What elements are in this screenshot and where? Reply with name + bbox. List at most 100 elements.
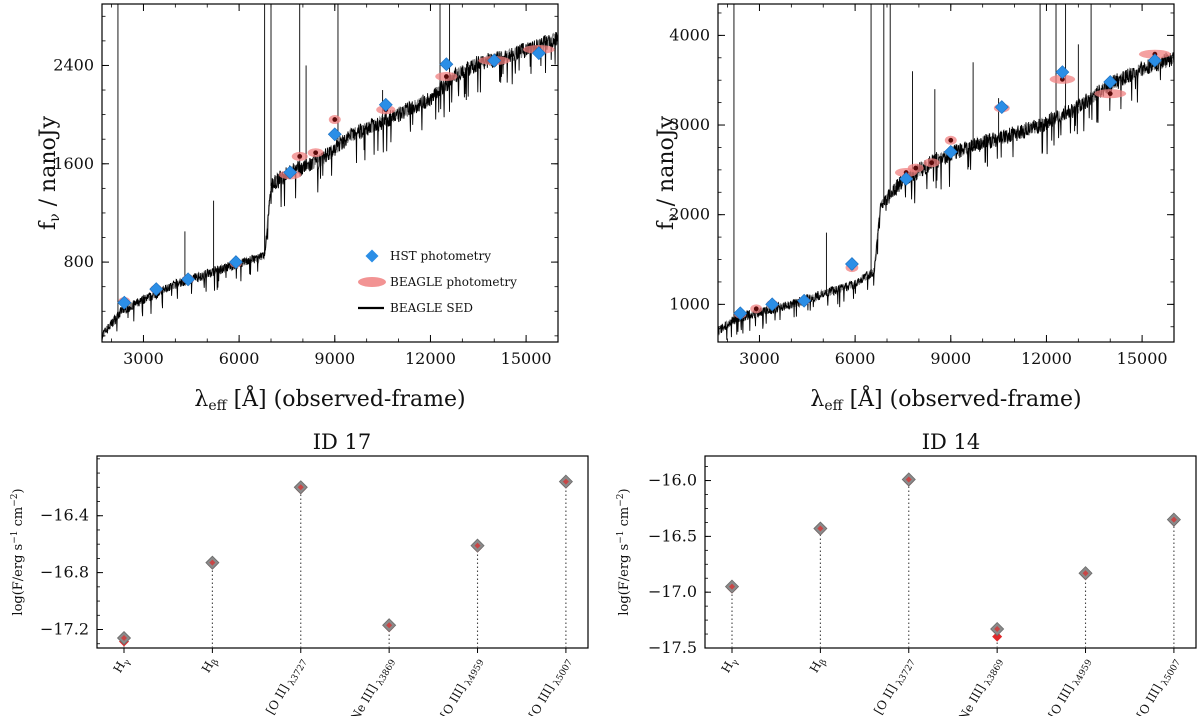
x-category-label-sub: λ3727	[894, 658, 919, 690]
x-category-label: [O III] λ5007	[526, 654, 575, 716]
y-axis-label: fν / nanoJy	[36, 115, 63, 230]
x-tick-label: 15000	[1117, 349, 1168, 368]
x-category-label-sub: γ	[730, 658, 741, 668]
hst-photometry-marker	[283, 165, 298, 180]
y-tick-label: −16.5	[648, 526, 697, 545]
x-axis-label-symbol: λ	[194, 387, 208, 412]
x-category-label: Hγ	[719, 655, 742, 677]
plot-frame	[101, 3, 559, 343]
hst-photometry-marker	[378, 97, 393, 112]
y-axis-label-sup1: −1	[616, 531, 626, 544]
x-tick-label: 3000	[739, 349, 780, 368]
hst-photometry-marker	[1103, 75, 1118, 89]
observed-flux-marker-core	[297, 484, 304, 491]
hst-photometry-marker	[149, 282, 164, 297]
x-tick-label: 12000	[1021, 349, 1072, 368]
y-axis-label-symbol: f	[36, 220, 61, 230]
x-category-label: [O III] λ5007	[1134, 654, 1183, 716]
x-tick-label: 6000	[835, 349, 876, 368]
x-category-label-sub: β	[818, 658, 829, 668]
y-axis-label-mid: cm	[11, 507, 26, 531]
x-axis-label-symbol: λ	[810, 387, 824, 412]
y-tick-label: −17.0	[648, 582, 697, 601]
x-axis-label: λeff [Å] (observed-frame)	[194, 384, 465, 414]
x-category-label-sub: γ	[122, 658, 133, 668]
y-tick-label: 3000	[669, 115, 710, 134]
hst-photometry-marker	[994, 100, 1009, 115]
x-axis-label: λeff [Å] (observed-frame)	[810, 384, 1081, 414]
y-tick-label: −17.2	[40, 620, 89, 639]
y-axis-label-sup2: −2	[616, 493, 626, 506]
sed-line	[102, 31, 558, 341]
hst-photometry-marker	[1055, 65, 1070, 80]
y-tick-label: 4000	[669, 25, 710, 44]
observed-flux-marker-core	[209, 559, 216, 566]
plot-frame	[704, 455, 1197, 649]
x-tick-label: 15000	[501, 349, 552, 368]
panel-title: ID 17	[313, 430, 372, 454]
sed-envelope-line	[102, 32, 558, 338]
hst-photometry-marker	[733, 306, 748, 321]
x-category-label: Hγ	[111, 655, 134, 677]
hst-photometry-marker	[487, 53, 502, 68]
x-category-label: [O II] λ3727	[871, 654, 918, 716]
x-category-label-sub: λ5007	[1159, 658, 1184, 690]
y-axis-label-main: log(F/erg s	[617, 544, 632, 616]
y-tick-label: 1600	[53, 154, 94, 173]
x-category-label: [O II] λ3727	[263, 654, 310, 716]
y-tick-label: 1000	[669, 294, 710, 313]
beagle-photometry-center	[297, 154, 303, 159]
plot-frame	[96, 455, 589, 649]
y-axis-label-tail: / nanoJy	[36, 115, 61, 213]
x-category-label: Hβ	[199, 655, 222, 677]
x-tick-label: 9000	[314, 349, 355, 368]
sed-panel-2: 3000 6000 9000 12000 15000 1000 2000 3000 4000 λe…	[654, 3, 1175, 414]
y-axis-label-main: log(F/erg s	[11, 544, 26, 616]
y-tick-label: 2000	[669, 205, 710, 224]
beagle-photometry-center	[332, 117, 338, 122]
hst-photometry-marker	[327, 127, 342, 142]
y-tick-label: 800	[63, 252, 94, 271]
beagle-photometry-center	[443, 74, 449, 79]
x-category-label-sub: λ4959	[1070, 658, 1095, 690]
observed-flux-marker-core	[121, 635, 128, 642]
y-axis-label-subscript: ν	[47, 213, 63, 222]
y-tick-label: −16.8	[40, 563, 89, 582]
x-axis-label-subscript: eff	[824, 398, 843, 414]
beagle-photometry-center	[948, 137, 954, 143]
hst-photometry-marker	[797, 293, 812, 308]
y-axis-label-mid: cm	[617, 507, 632, 531]
y-tick-label: −16.4	[40, 506, 89, 525]
observed-flux-marker-core	[817, 525, 824, 532]
hst-photometry-marker	[531, 46, 546, 61]
legend-sed-label: BEAGLE SED	[390, 301, 473, 315]
hst-photometry-marker	[229, 255, 243, 270]
beagle-photometry-center	[313, 150, 319, 156]
x-axis-label-tail: [Å] (observed-frame)	[227, 384, 466, 412]
x-category-label-sub: λ4959	[462, 658, 487, 690]
emission-panel-1: ID 17 −17.2 −16.8 −16.4 log(F/erg s−1 cm−2) H…	[10, 430, 589, 716]
beagle-photometry-center	[913, 165, 919, 171]
x-axis-label-subscript: eff	[208, 398, 227, 414]
x-tick-label: 3000	[123, 349, 164, 368]
x-category-label-sub: λ3869	[982, 658, 1007, 690]
hst-photometry-marker	[899, 171, 914, 186]
observed-flux-marker-core	[1170, 516, 1177, 523]
observed-flux-marker-core	[562, 478, 569, 485]
model-flux-marker	[992, 631, 1003, 642]
legend-hst-marker	[365, 249, 379, 263]
beagle-photometry-center	[1107, 91, 1113, 97]
hst-photometry-marker	[439, 57, 454, 72]
y-axis-label: fν / nanoJy	[654, 115, 681, 230]
x-category-label: Hβ	[807, 655, 830, 677]
hst-photometry-marker	[117, 295, 132, 310]
legend-hst-label: HST photometry	[390, 249, 491, 263]
beagle-photometry-center	[753, 306, 759, 312]
observed-flux-marker-core	[994, 626, 1001, 633]
hst-photometry-marker	[943, 145, 958, 159]
legend-beagle-phot-label: BEAGLE photometry	[390, 275, 517, 289]
x-category-label-sub: λ3727	[286, 658, 311, 690]
hst-photometry-marker	[765, 297, 780, 312]
plot-frame	[717, 3, 1175, 343]
x-category-label-sub: λ3869	[374, 658, 399, 690]
